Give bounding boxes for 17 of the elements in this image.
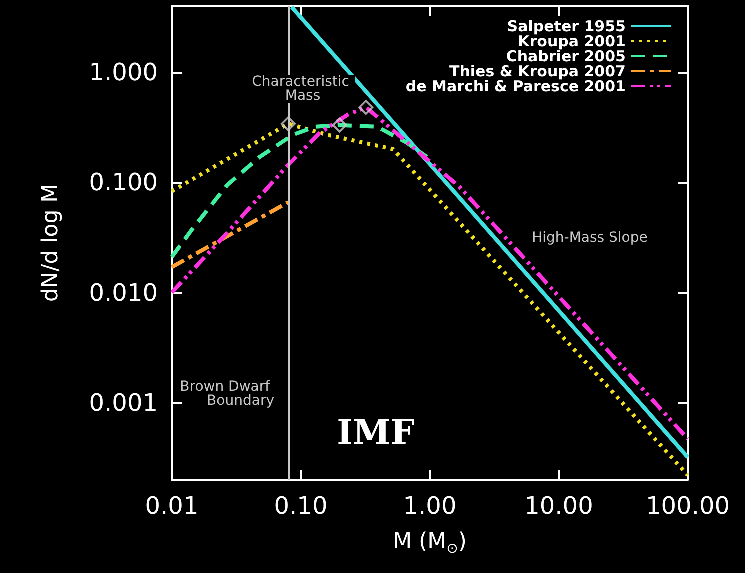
ref-line-label: Brown Dwarf Boundary (180, 379, 274, 409)
y-tick-label: 0.001 (89, 388, 158, 417)
y-tick-label: 0.100 (89, 168, 158, 197)
x-tick-label: 100.00 (646, 492, 730, 520)
x-tick-label: 0.01 (145, 492, 199, 520)
y-tick-label: 1.000 (89, 58, 158, 86)
annotation: High-Mass Slope (532, 230, 648, 246)
annotation: Characteristic Mass (252, 74, 354, 104)
x-axis-title: M (M⊙) (393, 530, 467, 557)
x-tick-label: 1.00 (403, 492, 457, 520)
y-tick-label: 0.010 (89, 278, 158, 307)
x-tick-label: 0.10 (274, 492, 328, 520)
legend-label: Salpeter 1955 (507, 18, 626, 36)
y-axis-title: dN/d log M (38, 184, 64, 302)
x-tick-label: 10.00 (524, 492, 594, 520)
legend-label: Thies & Kroupa 2007 (449, 62, 626, 80)
annotation: IMF (337, 413, 415, 453)
